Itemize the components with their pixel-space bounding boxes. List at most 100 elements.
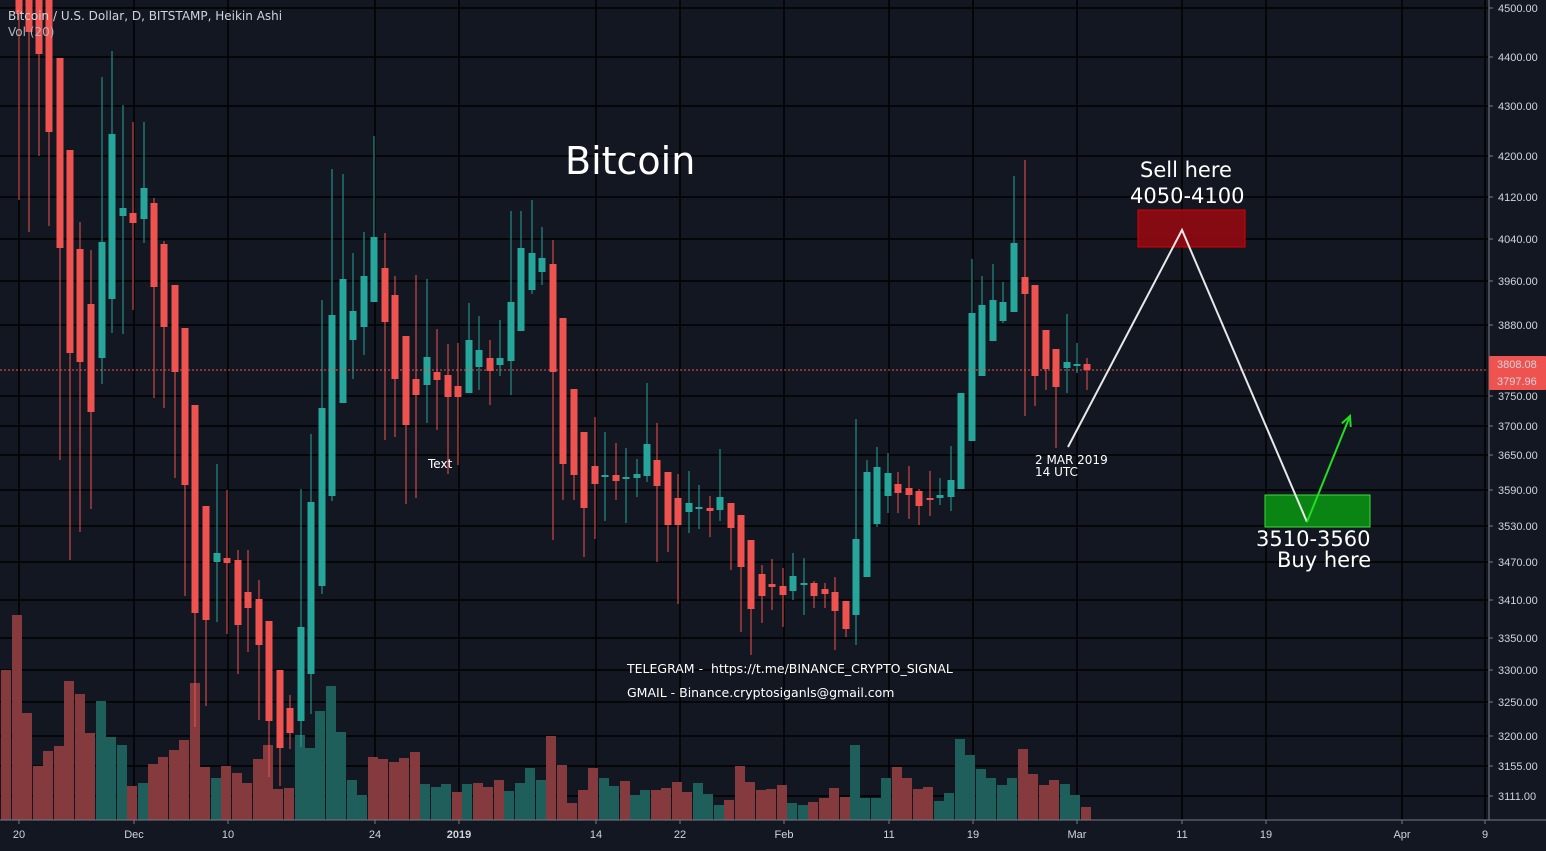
time-tick-label: Dec (124, 829, 144, 841)
volume-bar (578, 790, 588, 820)
chart-legend[interactable]: Bitcoin / U.S. Dollar, D, BITSTAMP, Heik… (8, 8, 282, 40)
volume-bar (190, 683, 200, 820)
price-tick-label: 3590.00 (1498, 485, 1538, 497)
candle (265, 621, 273, 777)
volume-bar (693, 783, 703, 820)
trade-zones (1137, 209, 1371, 528)
volume-bar (96, 701, 106, 820)
time-axis[interactable]: 20 Dec 10 24 2019 14 22 Feb 11 19 Mar 11 19 Apr 9 (0, 819, 1546, 846)
price-tick-label: 3530.00 (1498, 521, 1538, 533)
time-tick-label: 22 (674, 829, 686, 841)
candle (349, 253, 357, 379)
candle (926, 471, 934, 516)
volume-bar (515, 783, 525, 820)
time-tick-label: Feb (775, 829, 794, 841)
volume-bar (640, 790, 650, 820)
volume-bar (567, 803, 577, 820)
candle (1052, 349, 1060, 448)
candle (905, 466, 913, 519)
candle (412, 275, 420, 498)
chart-title-annotation: Bitcoin (565, 139, 695, 183)
volume-bar (599, 778, 609, 820)
candle (160, 241, 168, 408)
candle (831, 577, 839, 650)
candle (737, 515, 745, 632)
candle (433, 329, 441, 430)
date-note-line2: 14 UTC (1035, 465, 1078, 479)
candle (191, 405, 199, 727)
price-axis[interactable]: 4500.00 4400.00 4300.00 4200.00 4120.00 4040.… (1488, 0, 1546, 846)
time-tick-label: Apr (1393, 829, 1410, 841)
candle (66, 150, 74, 560)
time-tick-label: 19 (1260, 829, 1272, 841)
candle (779, 568, 787, 627)
buy-label-line2: Buy here (1277, 548, 1371, 572)
up-arrow-line[interactable] (1306, 415, 1351, 523)
volume-bar (117, 745, 127, 820)
volume-bar (536, 780, 546, 820)
candle (150, 198, 158, 398)
candle (307, 434, 315, 714)
candle (465, 303, 473, 393)
volume-bar (871, 798, 881, 820)
projection-path[interactable] (1067, 227, 1308, 523)
volume-indicator-label[interactable]: Vol (20) (8, 25, 55, 39)
volume-bar (955, 739, 965, 820)
symbol-title[interactable]: Bitcoin / U.S. Dollar, D, BITSTAMP, Heik… (8, 9, 283, 23)
price-tick-label: 4500.00 (1498, 3, 1538, 15)
price-tick-label: 3250.00 (1498, 697, 1538, 709)
volume-bar (504, 791, 514, 820)
volume-bar (232, 773, 242, 820)
volume-bar (965, 755, 975, 820)
candle (1042, 330, 1050, 390)
volume-bar (326, 686, 336, 820)
date-note-line1: 2 MAR 2019 (1035, 453, 1108, 467)
volume-bar (483, 787, 493, 820)
time-tick-label: 11 (1176, 829, 1187, 841)
volume-bar (620, 781, 630, 820)
candle (507, 211, 515, 395)
sell-zone[interactable] (1137, 209, 1246, 248)
candle (213, 464, 221, 622)
volume-bar (284, 788, 294, 820)
candle (664, 472, 672, 552)
volume-bar (221, 766, 231, 820)
volume-bar (756, 790, 766, 820)
candle (633, 459, 641, 497)
volume-bar (766, 789, 776, 820)
candle (56, 58, 64, 460)
candle (622, 448, 630, 523)
time-tick-label: 10 (222, 829, 234, 841)
candle (129, 122, 137, 310)
price-tick-label: 3300.00 (1498, 665, 1538, 677)
volume-bar (787, 803, 797, 820)
current-price-tag-bg (1489, 356, 1546, 390)
candle (35, 0, 43, 156)
candle (549, 240, 557, 540)
candle (601, 432, 609, 521)
candle (789, 553, 797, 600)
volume-bar (661, 788, 671, 820)
candle (423, 279, 431, 423)
volume-bar (703, 794, 713, 820)
volume-bar (200, 767, 210, 820)
price-tick-label: 3155.00 (1498, 761, 1538, 773)
buy-zone[interactable] (1264, 494, 1371, 528)
volume-bar (1070, 795, 1080, 820)
candle (496, 320, 504, 376)
price-tick-label: 4400.00 (1498, 52, 1538, 64)
time-tick-label: 14 (590, 829, 602, 841)
price-tick-label: 3470.00 (1498, 557, 1538, 569)
candle (863, 460, 871, 577)
volume-bar (819, 798, 829, 820)
candle (768, 559, 776, 610)
candle (706, 496, 714, 537)
volume-bar (1081, 807, 1091, 820)
time-tick-label: Mar (1068, 829, 1087, 841)
candle (800, 558, 808, 615)
volume-bar (777, 785, 787, 820)
volume-bar (54, 746, 64, 820)
volume-bars (1, 615, 1091, 820)
